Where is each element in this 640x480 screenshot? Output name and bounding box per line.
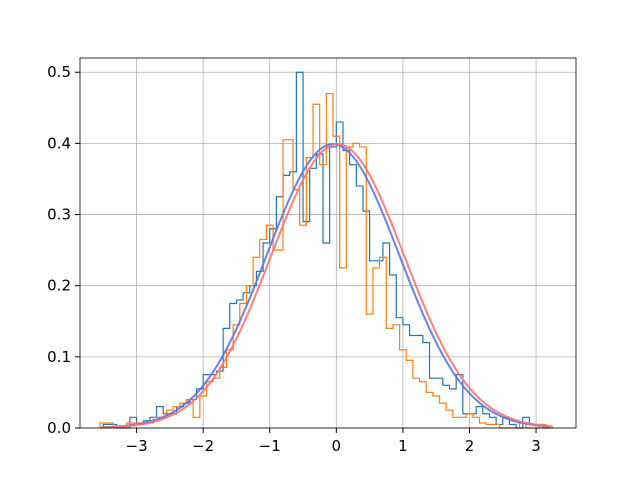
x-tick-label: 1 [398,437,408,455]
x-tick-label: −1 [259,437,281,455]
y-tick-label: 0.5 [47,63,71,81]
x-tick-label: 2 [465,437,475,455]
pdf-curve-1 [103,143,550,429]
y-tick-label: 0.3 [47,206,71,224]
pdf-curves [99,143,553,429]
y-tick-label: 0.0 [47,419,71,437]
y-tick-label: 0.1 [47,348,71,366]
x-axis-ticks: −3 −2 −1 0 1 2 3 [126,428,541,455]
y-tick-label: 0.2 [47,277,71,295]
x-tick-label: 3 [531,437,541,455]
histogram-series-2 [99,92,553,429]
pdf-curve-2 [99,143,553,429]
y-axis-ticks: 0.0 0.1 0.2 0.3 0.4 0.5 [47,63,80,437]
x-tick-label: 0 [332,437,342,455]
axes-frame [79,57,577,429]
y-tick-label: 0.4 [47,134,71,152]
x-tick-label: −2 [192,437,214,455]
x-tick-label: −3 [126,437,148,455]
